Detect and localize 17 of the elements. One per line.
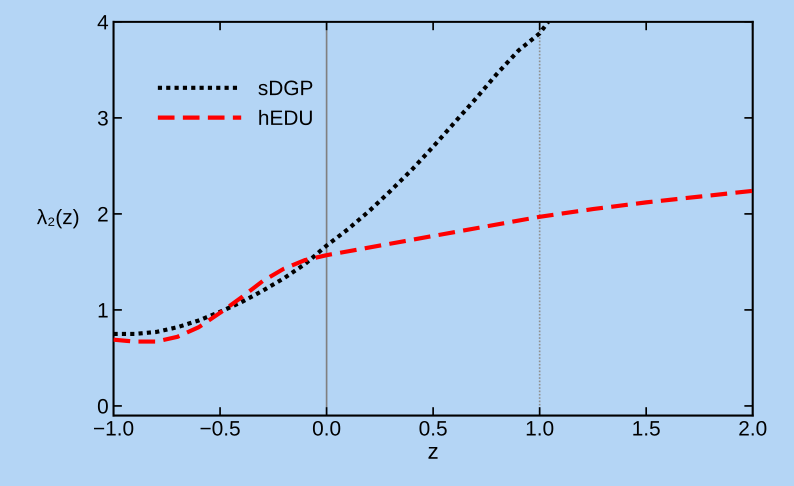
y-tick-label: 4 xyxy=(98,15,108,30)
x-tick-label: −0.5 xyxy=(200,420,240,436)
x-axis-title: z xyxy=(428,446,438,459)
y-axis-title: λ₂(z) xyxy=(36,208,78,228)
y-tick-label: 3 xyxy=(98,110,108,126)
x-tick-label: 0.5 xyxy=(419,420,447,436)
y-tick-label: 2 xyxy=(98,206,108,222)
y-tick-label: 1 xyxy=(98,303,108,318)
legend-label: hEDU xyxy=(259,110,312,126)
x-tick-label: 1.5 xyxy=(633,421,660,436)
x-tick-label: 2.0 xyxy=(739,420,766,436)
x-tick-label: −1.0 xyxy=(94,420,134,436)
x-tick-label: 0.0 xyxy=(312,420,340,436)
line-series xyxy=(114,188,753,344)
x-tick-label: 1.0 xyxy=(526,420,554,436)
y-tick-label: 0 xyxy=(98,398,108,414)
legend-label: sDGP xyxy=(258,80,312,96)
